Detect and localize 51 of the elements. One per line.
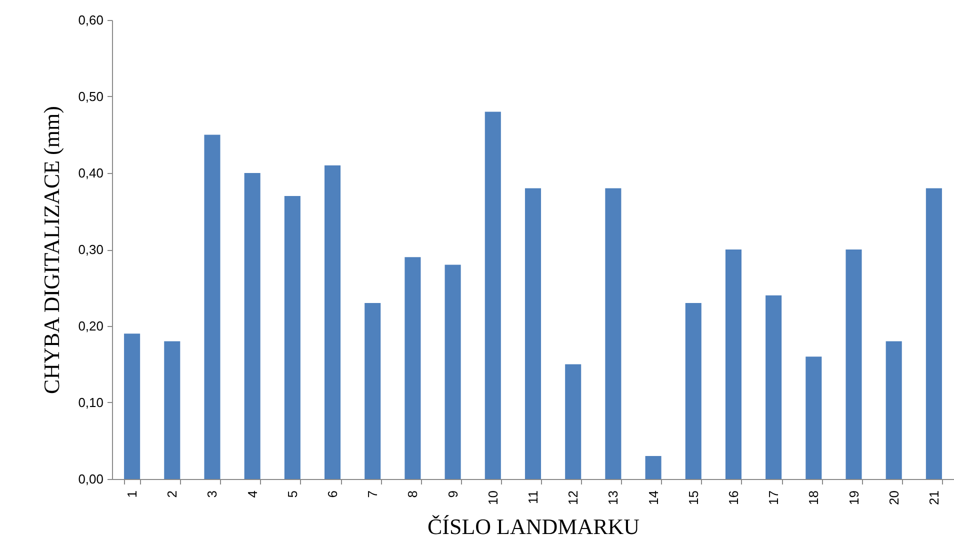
bar — [725, 250, 742, 479]
y-tick-label: 0,30 — [78, 242, 104, 257]
bar — [484, 112, 501, 479]
x-tick-label: 18 — [806, 490, 822, 505]
x-tick-label: 8 — [405, 490, 420, 498]
x-tick-label: 21 — [926, 490, 942, 505]
x-tick-label: 13 — [606, 490, 621, 505]
x-tick-label: 7 — [365, 490, 380, 498]
x-tick-label: 2 — [164, 490, 180, 498]
bar — [444, 264, 461, 479]
y-axis-title: CHYBA DIGITALIZACE (mm) — [39, 106, 64, 394]
bar — [806, 356, 822, 479]
y-tick-label: 0,60 — [78, 12, 104, 28]
y-tick-label: 0,10 — [78, 395, 104, 410]
bar — [124, 334, 140, 479]
x-tick-label: 4 — [244, 490, 260, 498]
bar — [244, 173, 260, 479]
x-axis-title: ČÍSLO LANDMARKU — [427, 514, 640, 539]
x-tick-label: 16 — [726, 490, 741, 505]
bar — [565, 364, 582, 479]
y-tick-label: 0,40 — [78, 166, 104, 180]
bar — [645, 456, 662, 479]
bar — [284, 196, 300, 479]
bar — [324, 165, 341, 479]
x-tick-label: 12 — [566, 490, 581, 505]
x-tick-label: 17 — [766, 490, 782, 505]
bar — [926, 188, 942, 479]
bar — [605, 188, 622, 479]
bar — [364, 303, 381, 479]
x-tick-label: 11 — [526, 490, 540, 504]
x-tick-label: 14 — [646, 490, 661, 505]
x-tick-label: 15 — [686, 490, 701, 505]
y-tick-label: 0,00 — [78, 472, 104, 486]
x-tick-label: 9 — [445, 490, 460, 498]
x-tick-label: 3 — [204, 490, 220, 498]
bar — [164, 341, 180, 479]
bar — [886, 341, 902, 479]
y-tick-label: 0,50 — [78, 89, 104, 104]
bar — [846, 250, 862, 479]
x-tick-label: 20 — [886, 490, 902, 505]
bar — [524, 188, 542, 479]
x-tick-label: 1 — [124, 490, 140, 498]
x-tick-label: 10 — [485, 490, 500, 505]
x-tick-label: 6 — [325, 490, 340, 498]
y-tick-label: 0,20 — [78, 318, 104, 334]
x-tick-label: 5 — [284, 490, 300, 498]
bar — [685, 303, 702, 479]
x-tick-label: 19 — [846, 490, 862, 505]
bar — [204, 134, 220, 479]
bar — [766, 295, 782, 479]
bar — [404, 257, 421, 479]
